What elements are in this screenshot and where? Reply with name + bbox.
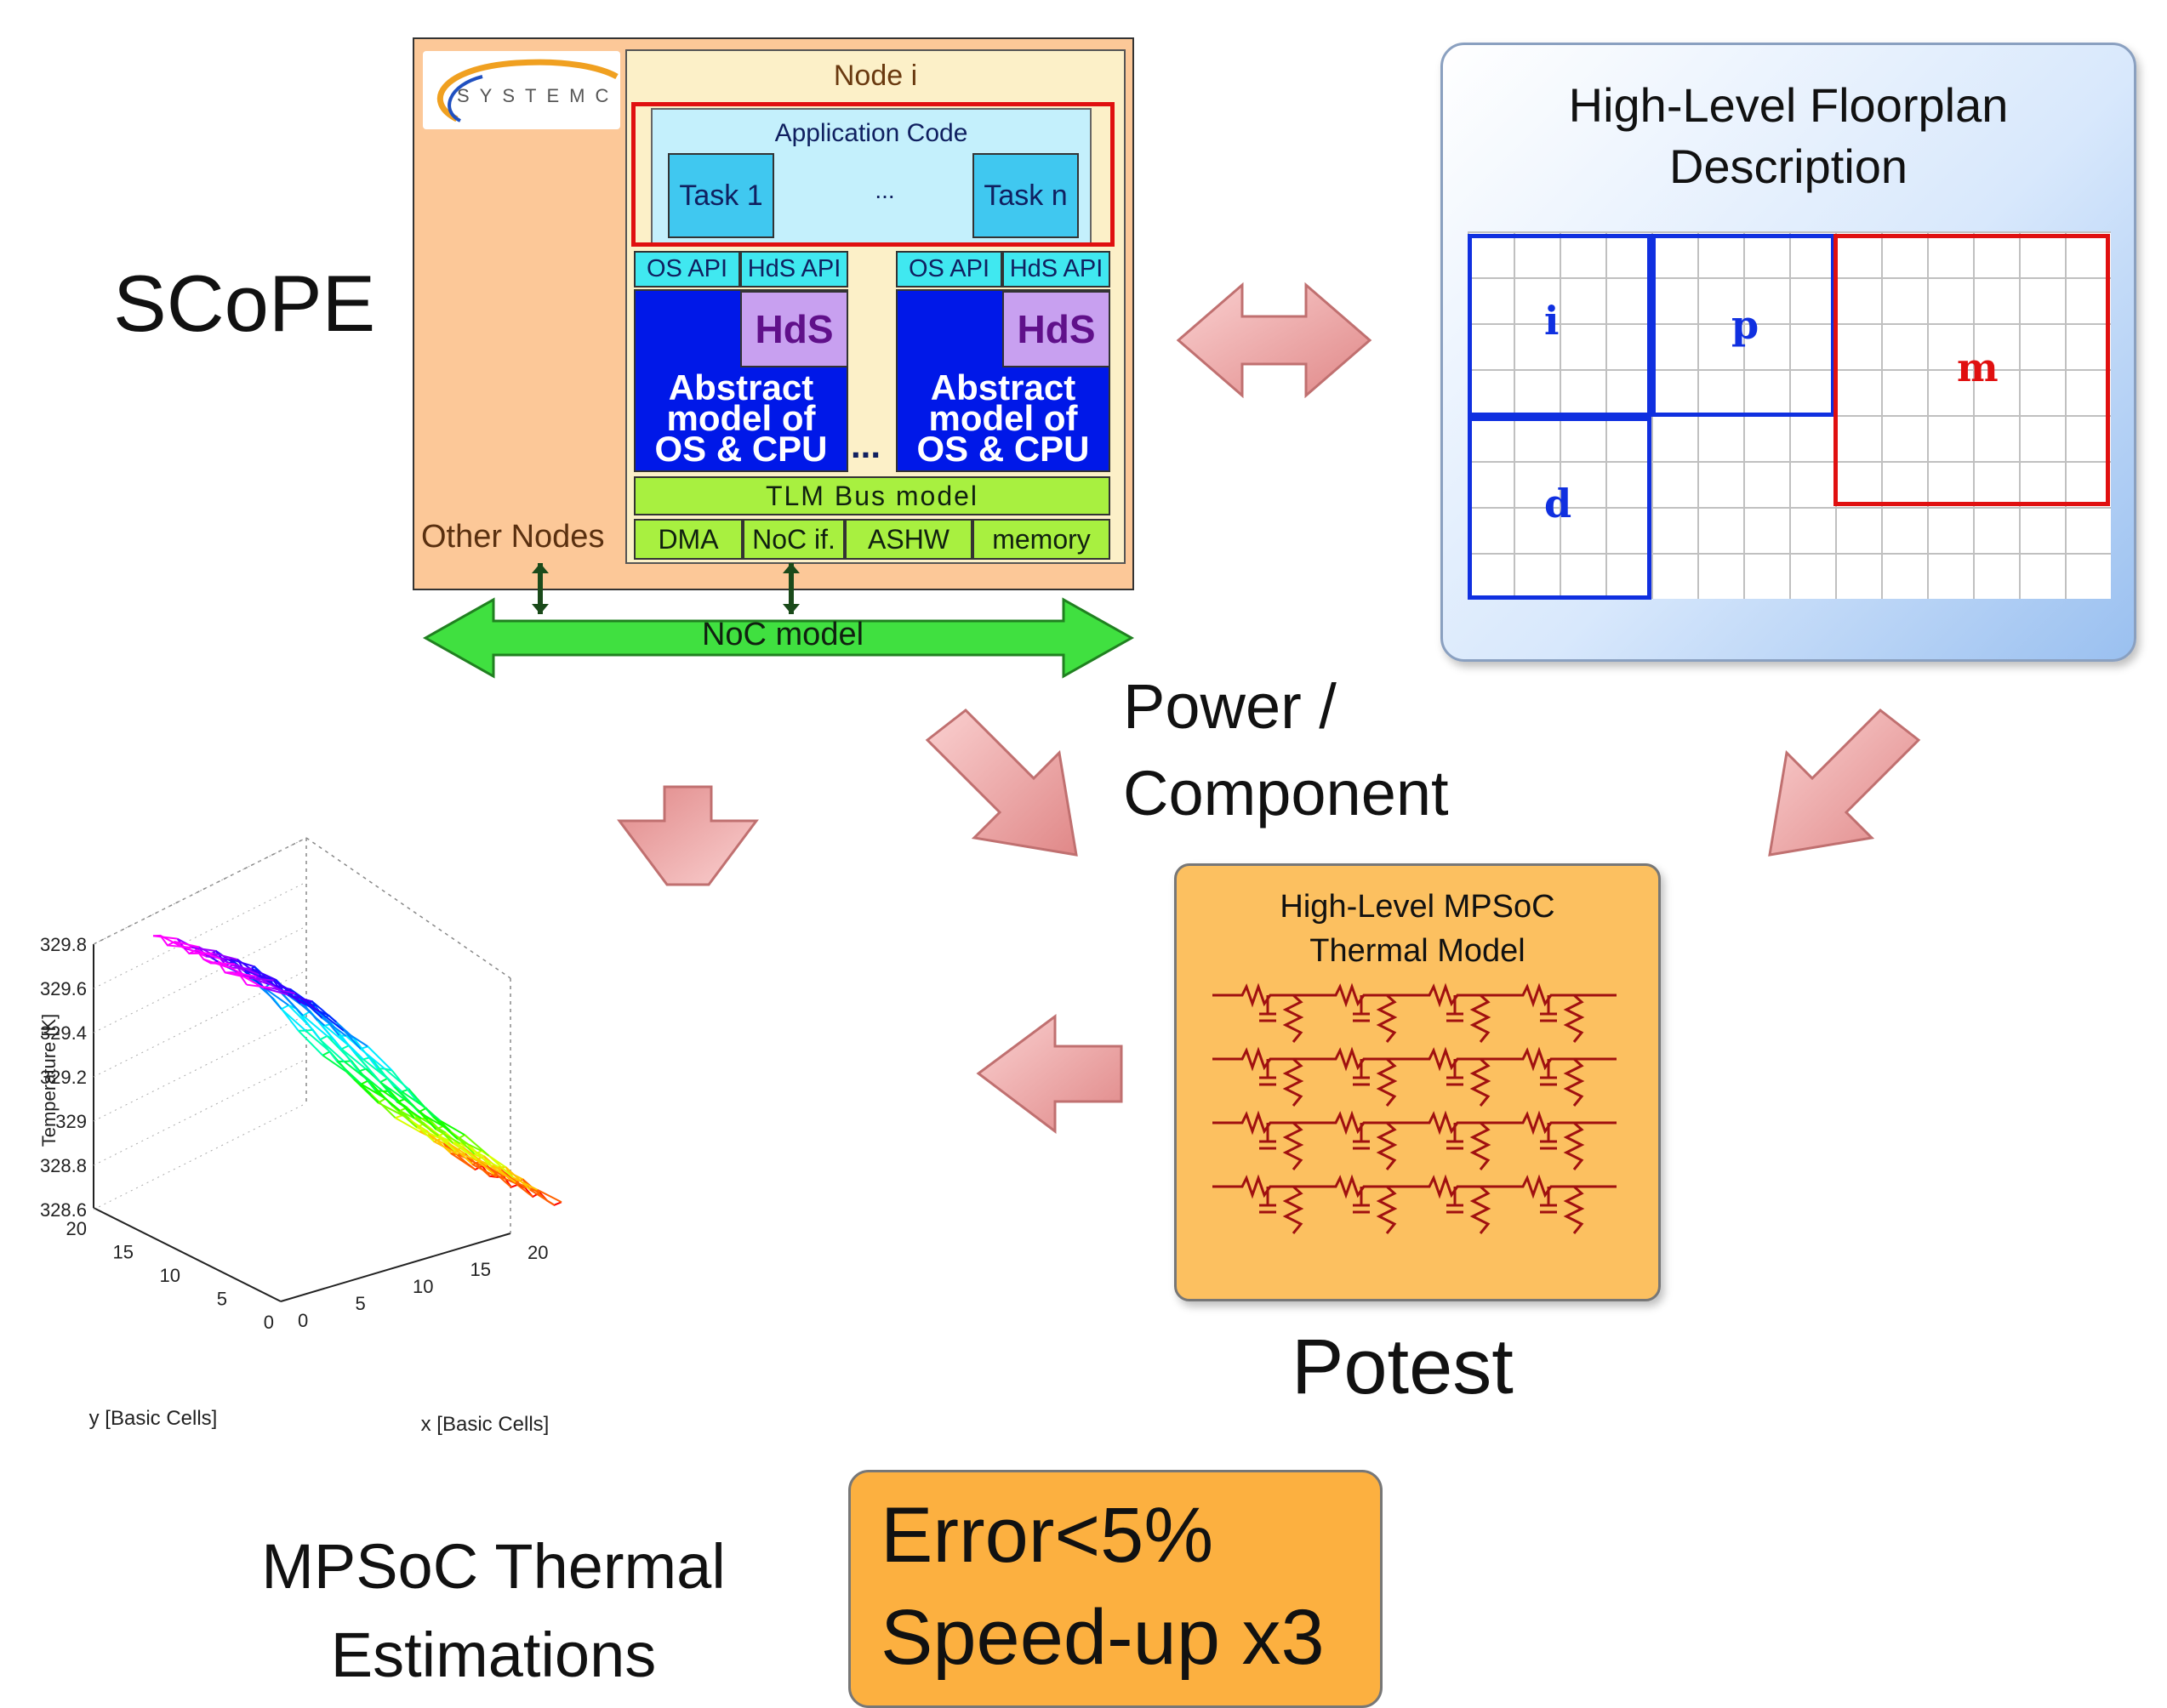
ashw-block: ASHW — [845, 519, 972, 560]
hds-left: HdS — [740, 291, 848, 367]
rc-vertical-resistor — [1473, 1187, 1488, 1233]
rc-vertical-resistor — [1379, 1059, 1394, 1106]
z-tick-label: 329.8 — [40, 934, 87, 955]
rc-vertical-resistor — [1566, 1059, 1582, 1106]
y-tick-label: 10 — [160, 1265, 180, 1286]
rc-vertical-resistor — [1566, 1187, 1582, 1233]
z-axis-label: Temperature [K] — [38, 1014, 60, 1147]
double-arrow-icon — [1178, 285, 1370, 396]
left-arrow-icon — [978, 1016, 1121, 1131]
rc-vertical-resistor — [1286, 1123, 1301, 1170]
floorplan-title-line1: High-Level Floorplan — [1440, 75, 2136, 136]
x-tick-label: 15 — [470, 1259, 491, 1280]
rc-row-resistors — [1212, 1114, 1617, 1131]
y-tick-label: 5 — [217, 1289, 227, 1310]
node-title: Node i — [625, 60, 1126, 93]
floorplan-title-line2: Description — [1440, 136, 2136, 197]
noc-if-block: NoC if. — [743, 519, 845, 560]
power-label-line1: Power / — [1123, 663, 1449, 750]
back-edge — [306, 838, 510, 978]
floorplan-label-m: m — [1957, 344, 1999, 390]
rc-vertical-resistor — [1379, 1123, 1394, 1170]
os-api-right: OS API — [896, 251, 1002, 288]
memory-block: memory — [972, 519, 1110, 560]
x-tick-label: 20 — [527, 1242, 548, 1263]
other-nodes-label: Other Nodes — [421, 519, 604, 555]
task-n: Task n — [972, 153, 1079, 238]
rc-vertical-resistor — [1473, 1123, 1488, 1170]
x-tick-label: 10 — [413, 1276, 433, 1297]
floorplan-label-p: p — [1731, 302, 1759, 348]
rc-vertical-resistor — [1473, 1059, 1488, 1106]
thermal-caption-line1: MPSoC Thermal — [170, 1523, 817, 1611]
x-axis-label: x [Basic Cells] — [421, 1413, 550, 1436]
result-error: Error<5% — [881, 1484, 1325, 1586]
x-tick-label: 0 — [298, 1310, 308, 1331]
z-gridline — [94, 1015, 306, 1121]
hds-right: HdS — [1002, 291, 1110, 367]
thermal-caption-line2: Estimations — [170, 1611, 817, 1699]
hds-api-left: HdS API — [740, 251, 848, 288]
y-axis-label: y [Basic Cells] — [89, 1407, 218, 1430]
rc-vertical-resistor — [1286, 1187, 1301, 1233]
cpu-label-left-line3: OS & CPU — [634, 434, 848, 464]
z-gridline — [94, 1059, 306, 1165]
surface-mesh-segment — [168, 945, 191, 948]
z-tick-label: 329 — [55, 1111, 87, 1132]
systemc-logo-text: SYSTEMC — [457, 85, 619, 107]
rc-vertical-resistor — [1379, 995, 1394, 1042]
noc-model-label: NoC model — [493, 617, 1072, 653]
rc-vertical-resistor — [1566, 995, 1582, 1042]
cpu-label-right: Abstract model of OS & CPU — [896, 373, 1110, 464]
cpu-label-right-line3: OS & CPU — [896, 434, 1110, 464]
application-code-label: Application Code — [651, 119, 1092, 148]
hds-api-right: HdS API — [1002, 251, 1110, 288]
potest-title: High-Level MPSoC Thermal Model — [1174, 885, 1661, 973]
potest-title-line2: Thermal Model — [1174, 929, 1661, 973]
tlm-bus-model: TLM Bus model — [634, 476, 1110, 515]
rc-vertical-resistor — [1566, 1123, 1582, 1170]
result-speedup: Speed-up x3 — [881, 1586, 1325, 1688]
y-tick-label: 15 — [113, 1242, 134, 1263]
rc-row-resistors — [1212, 987, 1617, 1004]
os-api-left: OS API — [634, 251, 740, 288]
cpu-label-left: Abstract model of OS & CPU — [634, 373, 848, 464]
rc-vertical-resistor — [1379, 1187, 1394, 1233]
rc-network-icon — [1208, 978, 1634, 1276]
task-1: Task 1 — [668, 153, 774, 238]
rc-vertical-resistor — [1473, 995, 1488, 1042]
result-text: Error<5% Speed-up x3 — [881, 1484, 1325, 1688]
cpu-ellipsis: ... — [851, 425, 881, 466]
z-gridline — [94, 882, 306, 988]
z-gridline — [94, 1103, 306, 1210]
thermal-surface-plot: 329.8329.6329.4329.2329328.8328.62015105… — [34, 825, 927, 1463]
y-tick-label: 20 — [66, 1218, 87, 1239]
floorplan-label-d: d — [1544, 481, 1571, 527]
scope-title: SCoPE — [113, 258, 375, 350]
floorplan-label-i: i — [1544, 298, 1559, 344]
floorplan-down-arrow-icon — [1770, 710, 1919, 855]
dma-block: DMA — [634, 519, 743, 560]
surface-mesh-segment — [354, 1079, 378, 1103]
rc-vertical-resistor — [1286, 995, 1301, 1042]
potest-name: Potest — [1292, 1323, 1514, 1412]
power-label-line2: Component — [1123, 750, 1449, 837]
power-arrow-icon — [927, 710, 1076, 855]
z-tick-label: 328.8 — [40, 1155, 87, 1176]
potest-title-line1: High-Level MPSoC — [1174, 885, 1661, 929]
x-tick-label: 5 — [356, 1293, 366, 1314]
task-ellipsis: ... — [851, 177, 919, 204]
rc-row-resistors — [1212, 1050, 1617, 1068]
systemc-logo: SYSTEMC — [423, 51, 620, 129]
rc-row-resistors — [1212, 1178, 1617, 1195]
power-component-label: Power / Component — [1123, 663, 1449, 837]
z-tick-label: 329.6 — [40, 978, 87, 999]
floorplan-title: High-Level Floorplan Description — [1440, 75, 2136, 197]
rc-vertical-resistor — [1286, 1059, 1301, 1106]
floorplan-block-i — [1468, 234, 1651, 417]
thermal-caption: MPSoC Thermal Estimations — [170, 1523, 817, 1699]
back-edge — [94, 838, 306, 944]
y-tick-label: 0 — [264, 1312, 274, 1333]
